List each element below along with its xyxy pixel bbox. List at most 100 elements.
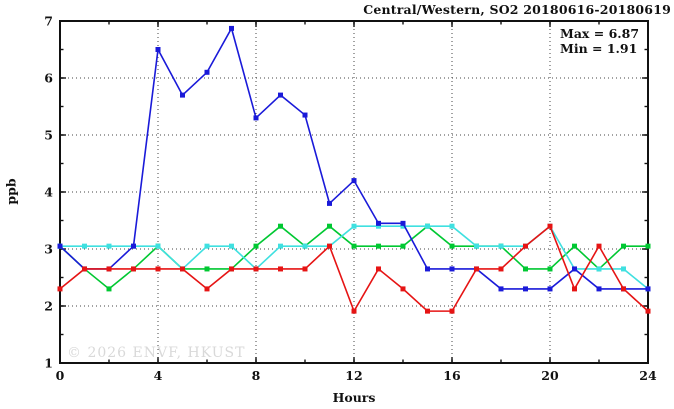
red-series-marker	[278, 266, 283, 272]
green-series-marker	[204, 266, 210, 272]
red-series-marker	[204, 286, 210, 292]
red-series-marker	[131, 266, 136, 272]
red-series-marker	[449, 308, 455, 314]
cyan-series-marker	[596, 266, 602, 272]
y-tick-label: 6	[44, 71, 53, 86]
red-series-marker	[327, 243, 332, 249]
y-tick-label: 3	[44, 242, 53, 257]
blue-series-marker	[302, 112, 308, 118]
green-series-marker	[645, 243, 651, 249]
cyan-series-marker	[376, 223, 381, 229]
green-series-marker	[253, 243, 259, 249]
red-series-marker	[572, 286, 577, 292]
blue-series-marker	[180, 92, 185, 98]
y-tick-label: 7	[44, 14, 53, 29]
blue-series-marker	[425, 266, 430, 272]
red-series-marker	[523, 243, 528, 249]
blue-series-marker	[155, 47, 161, 52]
blue-series-marker	[596, 286, 602, 292]
cyan-series-marker	[351, 223, 357, 229]
cyan-series-marker	[498, 243, 504, 249]
red-series-marker	[376, 266, 381, 272]
x-axis-label: Hours	[332, 390, 376, 405]
blue-series-marker	[498, 286, 504, 292]
cyan-series-marker	[106, 243, 112, 249]
x-tick-label: 12	[345, 368, 362, 383]
cyan-series-marker	[278, 243, 283, 249]
green-series-marker	[621, 243, 626, 249]
green-series-marker	[327, 223, 332, 229]
red-series-marker	[400, 286, 406, 292]
blue-series-marker	[400, 220, 406, 226]
min-value-label: Min = 1.91	[560, 40, 638, 56]
red-series-marker	[106, 266, 112, 272]
blue-series-marker	[645, 286, 651, 292]
cyan-series-marker	[204, 243, 210, 249]
blue-series-marker	[449, 266, 455, 272]
cyan-series-marker	[400, 223, 406, 229]
red-series-marker	[351, 308, 357, 314]
y-tick-label: 2	[44, 299, 53, 314]
red-series-marker	[621, 286, 626, 292]
red-series-marker	[645, 308, 651, 314]
green-series-marker	[547, 266, 553, 272]
blue-series-marker	[572, 266, 577, 272]
x-tick-label: 16	[443, 368, 461, 383]
plot-border	[59, 20, 649, 364]
x-tick-label: 20	[541, 368, 559, 383]
x-tick-label: 4	[154, 368, 163, 383]
red-series-line	[59, 224, 649, 313]
green-series-marker	[572, 243, 577, 249]
red-series-marker	[253, 266, 259, 272]
green-series-marker	[376, 243, 381, 249]
max-value-label: Max = 6.87	[560, 26, 640, 41]
red-series-marker	[57, 286, 63, 292]
cyan-series-marker	[155, 243, 161, 249]
y-tick-label: 5	[44, 128, 53, 143]
cyan-series-marker	[474, 243, 479, 249]
blue-series-marker	[327, 200, 332, 206]
cyan-series-marker	[302, 243, 308, 249]
cyan-series-marker	[449, 223, 455, 229]
chart-title: Central/Western, SO2 20180616-20180619	[363, 2, 671, 17]
blue-series-marker	[547, 286, 553, 292]
green-series-marker	[400, 243, 406, 249]
y-tick-label: 4	[44, 185, 53, 200]
cyan-series-marker	[621, 266, 626, 272]
cyan-series-marker	[229, 243, 234, 249]
blue-series-marker	[57, 243, 63, 249]
red-series-marker	[596, 243, 602, 249]
cyan-series-marker	[82, 243, 87, 249]
blue-series-marker	[376, 220, 381, 226]
y-tick-label: 1	[44, 356, 53, 371]
x-tick-label: 24	[639, 368, 657, 383]
red-series-marker	[474, 266, 479, 272]
red-series-marker	[229, 266, 234, 272]
blue-series-marker	[229, 25, 234, 31]
x-tick-label: 8	[252, 368, 261, 383]
cyan-series-marker	[425, 223, 430, 229]
green-series-marker	[449, 243, 455, 249]
green-series-marker	[523, 266, 528, 272]
red-series-marker	[547, 223, 553, 229]
red-series-marker	[155, 266, 161, 272]
green-series-marker	[351, 243, 357, 249]
blue-series-marker	[131, 243, 136, 249]
blue-series-marker	[204, 69, 210, 75]
blue-series-marker	[523, 286, 528, 292]
blue-series-marker	[253, 115, 259, 121]
red-series-marker	[180, 266, 185, 272]
red-series-marker	[425, 308, 430, 314]
blue-series-marker	[278, 92, 283, 98]
green-series-marker	[106, 286, 112, 292]
watermark: © 2026 ENVF, HKUST	[67, 345, 246, 361]
x-tick-label: 0	[56, 368, 65, 383]
blue-series-marker	[351, 178, 357, 184]
red-series-marker	[82, 266, 87, 272]
stats-box: Max = 6.87 Min = 1.91	[560, 26, 640, 56]
red-series-marker	[302, 266, 308, 272]
red-series-marker	[498, 266, 504, 272]
green-series-marker	[278, 223, 283, 229]
